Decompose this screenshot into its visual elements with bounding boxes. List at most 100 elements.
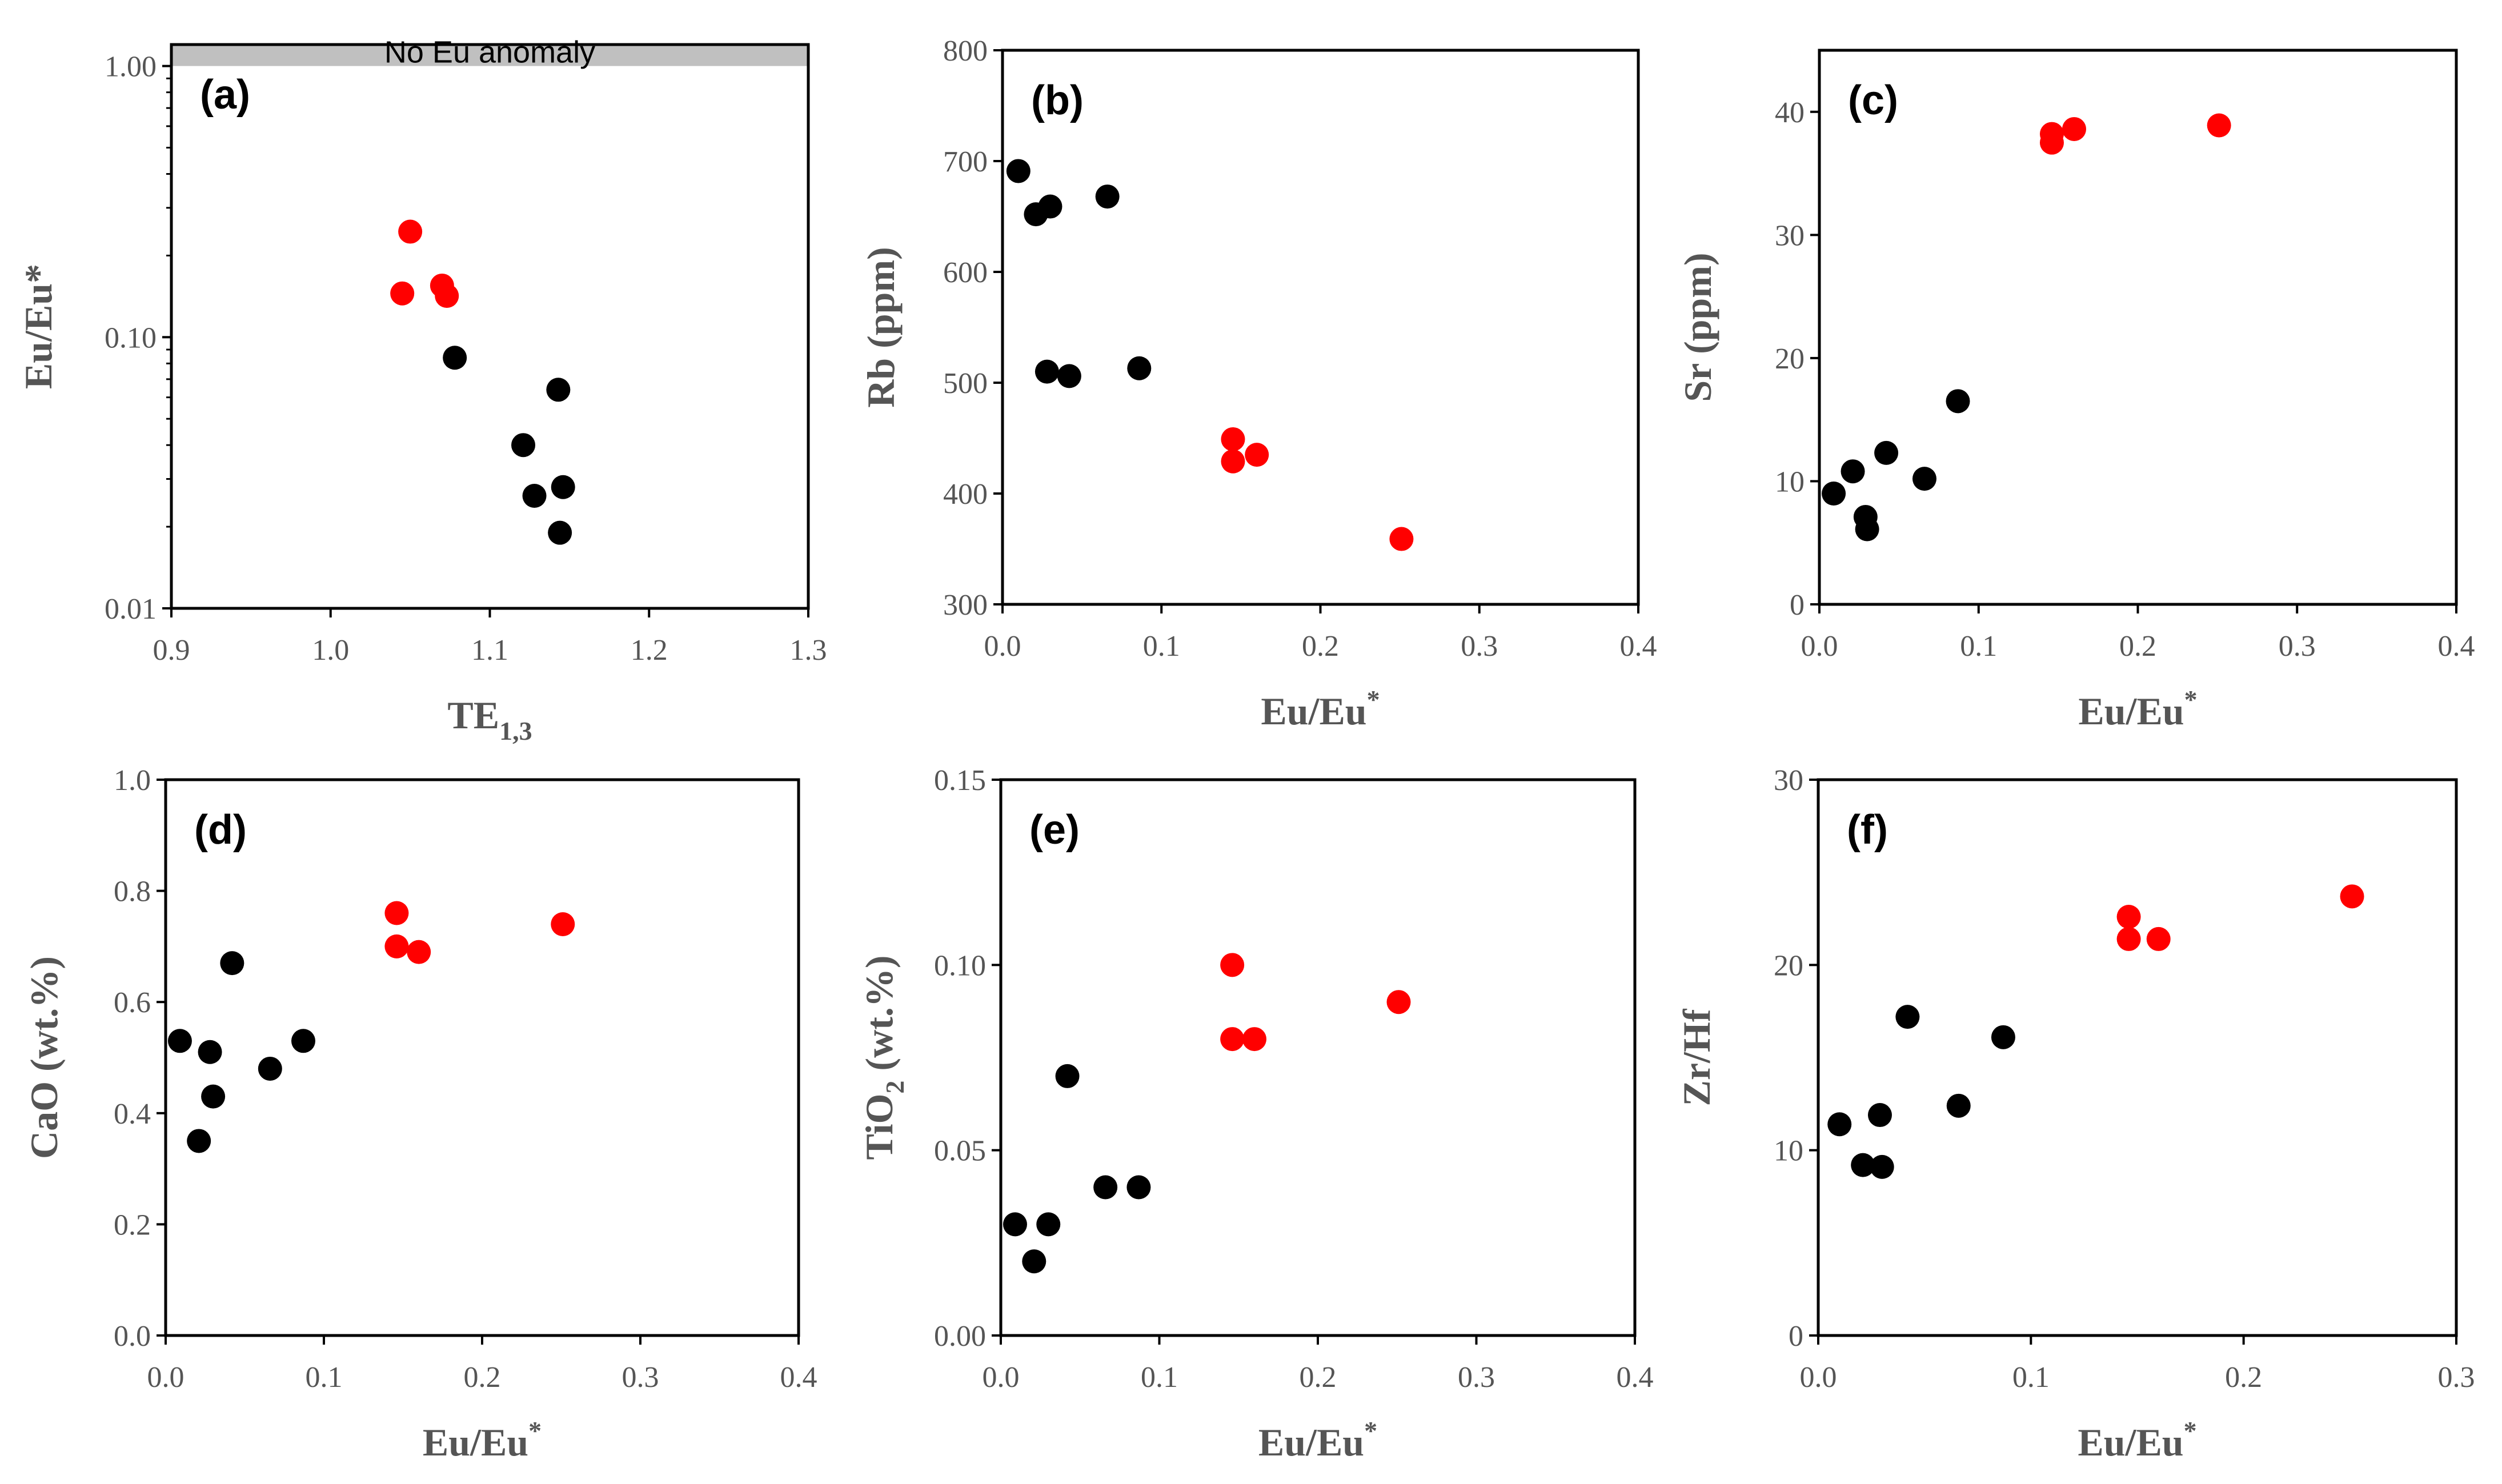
y-tick-label: 0 bbox=[1790, 589, 1805, 621]
point-red bbox=[2340, 884, 2364, 909]
point-black bbox=[511, 433, 536, 458]
point-black bbox=[1827, 1112, 1852, 1137]
point-red bbox=[2039, 130, 2064, 155]
x-tick-label: 0.4 bbox=[1620, 630, 1657, 663]
x-tick-label: 0.9 bbox=[153, 634, 190, 667]
y-axis-title: Eu/Eu* bbox=[17, 264, 60, 389]
y-tick-label: 800 bbox=[943, 35, 988, 67]
y-tick-label: 1.0 bbox=[114, 764, 151, 797]
y-tick-label: 0.10 bbox=[105, 322, 157, 354]
point-red bbox=[384, 934, 409, 958]
panel-label: (d) bbox=[194, 807, 247, 853]
x-axis-title-text: Eu/Eu bbox=[423, 1421, 528, 1464]
y-tick-label: 30 bbox=[1774, 764, 1803, 797]
point-black bbox=[1912, 467, 1936, 491]
y-tick-label: 0 bbox=[1789, 1320, 1803, 1353]
panel-f: 0.0 0.1 0.2 0.3 0 10 20 30 (f) Eu/Eu* Zr/Hf bbox=[1675, 764, 2475, 1464]
point-red bbox=[1245, 443, 1269, 467]
point-red bbox=[390, 281, 415, 306]
y-axis-title: Zr/Hf bbox=[1675, 1008, 1718, 1106]
x-tick-label: 0.2 bbox=[2119, 630, 2156, 663]
x-tick-label: 0.4 bbox=[2438, 630, 2475, 663]
x-tick-label: 0.3 bbox=[1458, 1361, 1495, 1394]
x-tick-label: 0.3 bbox=[622, 1361, 659, 1394]
x-axis-title: Eu/Eu* bbox=[423, 1416, 542, 1464]
x-axis-title-subscript: 1,3 bbox=[499, 716, 532, 745]
point-black bbox=[1022, 1249, 1046, 1274]
point-black bbox=[1036, 1212, 1061, 1237]
plot-frame bbox=[164, 778, 800, 1337]
point-red bbox=[1221, 427, 1245, 451]
panel-e: 0.0 0.1 0.2 0.3 0.4 0.00 0.05 0.10 0.15 (e) Eu/Eu*… bbox=[857, 764, 1654, 1464]
panel-label: (a) bbox=[200, 72, 250, 118]
x-tick-label: 0.3 bbox=[1461, 630, 1498, 663]
point-red bbox=[435, 284, 459, 308]
x-tick-label: 0.0 bbox=[984, 630, 1021, 663]
y-tick-label: 1.00 bbox=[105, 51, 157, 83]
x-tick-label: 0.2 bbox=[1302, 630, 1339, 663]
x-tick-label: 0.1 bbox=[1960, 630, 1997, 663]
point-red bbox=[2116, 905, 2141, 929]
no-anomaly-band bbox=[171, 45, 808, 66]
point-red bbox=[384, 901, 409, 925]
y-axis-title-tail: (wt.%) bbox=[857, 956, 901, 1081]
y-tick-label: 500 bbox=[943, 367, 988, 400]
y-tick-label: 0.2 bbox=[114, 1209, 151, 1241]
x-tick-label: 0.1 bbox=[1143, 630, 1180, 663]
y-tick-label: 10 bbox=[1775, 466, 1805, 498]
x-tick-label: 1.0 bbox=[312, 634, 349, 667]
point-black bbox=[1874, 440, 1899, 465]
y-tick-label: 40 bbox=[1775, 97, 1805, 129]
point-black bbox=[1822, 482, 1846, 506]
point-black bbox=[1038, 194, 1062, 219]
y-axis-title: Sr (ppm) bbox=[1676, 252, 1719, 402]
x-axis-title-text: Eu/Eu bbox=[1258, 1421, 1364, 1464]
point-black bbox=[1946, 389, 1970, 414]
x-tick-label: 0.1 bbox=[1141, 1361, 1178, 1394]
y-tick-label: 0.6 bbox=[114, 986, 151, 1019]
point-black bbox=[167, 1029, 192, 1053]
x-axis-title-text: Eu/Eu bbox=[1261, 689, 1366, 733]
x-axis-title: TE1,3 bbox=[447, 693, 532, 745]
y-axis-title-text: Sr (ppm) bbox=[1676, 252, 1719, 402]
point-black bbox=[220, 951, 244, 976]
point-black bbox=[1991, 1025, 2015, 1049]
point-red bbox=[551, 912, 575, 936]
point-black bbox=[1127, 356, 1152, 380]
y-tick-label: 0.05 bbox=[934, 1135, 986, 1168]
point-red bbox=[1386, 990, 1411, 1014]
x-tick-label: 0.4 bbox=[780, 1361, 817, 1394]
x-axis-title-superscript: * bbox=[1364, 1416, 1377, 1445]
point-black bbox=[443, 346, 467, 370]
point-black bbox=[1003, 1212, 1027, 1237]
x-axis-title-superscript: * bbox=[1367, 685, 1380, 714]
panel-label: (c) bbox=[1848, 78, 1898, 123]
point-black bbox=[548, 520, 572, 545]
plot-frame bbox=[1817, 778, 2458, 1337]
point-black bbox=[1126, 1175, 1151, 1200]
y-tick-label: 0.8 bbox=[114, 876, 151, 908]
x-axis-title-superscript: * bbox=[528, 1416, 542, 1445]
point-red bbox=[2146, 927, 2171, 951]
panel-d: 0.0 0.1 0.2 0.3 0.4 0.0 0.2 0.4 0.6 0.8 1.0 (d) Eu/E… bbox=[22, 764, 817, 1464]
x-tick-label: 1.3 bbox=[790, 634, 827, 667]
y-tick-label: 300 bbox=[943, 589, 988, 621]
point-black bbox=[291, 1029, 315, 1053]
point-red bbox=[2062, 117, 2086, 141]
point-black bbox=[1057, 364, 1081, 388]
point-black bbox=[258, 1056, 282, 1081]
y-tick-label: 0.4 bbox=[114, 1098, 151, 1130]
y-tick-label: 20 bbox=[1774, 949, 1803, 982]
x-tick-label: 0.3 bbox=[2279, 630, 2316, 663]
y-tick-label: 30 bbox=[1775, 219, 1805, 252]
x-tick-label: 0.0 bbox=[1800, 1361, 1837, 1394]
x-tick-label: 0.0 bbox=[983, 1361, 1020, 1394]
x-tick-label: 0.2 bbox=[1300, 1361, 1337, 1394]
point-red bbox=[2116, 927, 2141, 951]
x-tick-label: 0.1 bbox=[2012, 1361, 2050, 1394]
panel-label: (f) bbox=[1847, 807, 1888, 853]
point-black bbox=[1855, 517, 1879, 542]
y-tick-label: 0.01 bbox=[105, 593, 157, 625]
x-axis-title: Eu/Eu* bbox=[2078, 1416, 2196, 1464]
x-tick-label: 0.1 bbox=[306, 1361, 343, 1394]
